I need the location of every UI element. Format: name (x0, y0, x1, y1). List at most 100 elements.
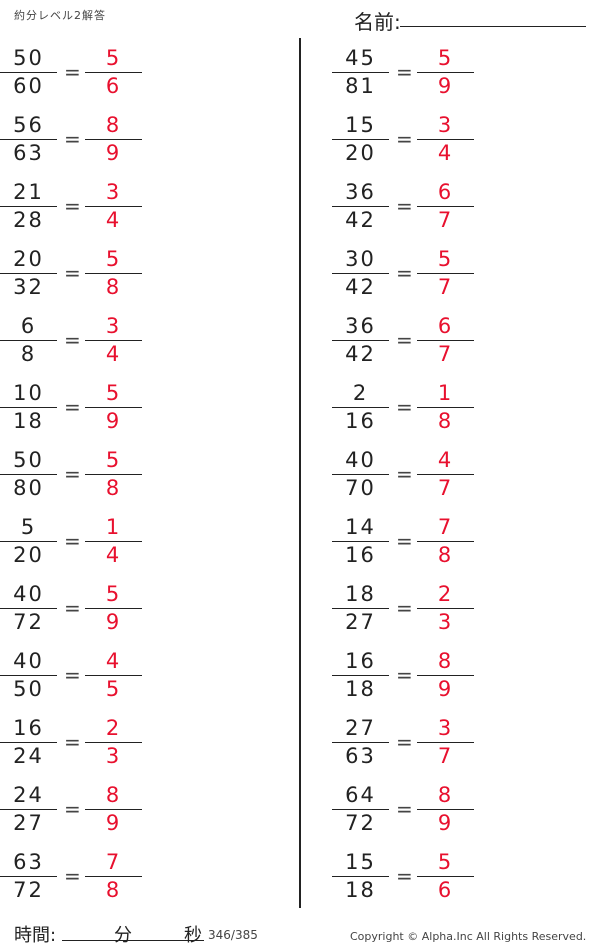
numerator: 24 (13, 783, 44, 807)
problem-item: 63 72 = 7 8 (0, 850, 150, 910)
equals-sign: = (396, 864, 413, 888)
minutes-label: 分 (114, 925, 132, 946)
denominator: 18 (13, 409, 44, 433)
equals-sign: = (396, 663, 413, 687)
answer-numerator: 4 (437, 448, 454, 472)
question-fraction: 56 63 (0, 113, 57, 173)
answer-denominator: 9 (105, 811, 122, 835)
denominator: 42 (345, 275, 376, 299)
numerator: 14 (345, 515, 376, 539)
equals-sign: = (64, 529, 81, 553)
problem-item: 50 80 = 5 8 (0, 448, 150, 508)
equals-sign: = (396, 730, 413, 754)
question-fraction: 16 24 (0, 716, 57, 776)
answer-numerator: 5 (437, 247, 454, 271)
answer-denominator: 9 (105, 610, 122, 634)
answer-numerator: 5 (105, 448, 122, 472)
seconds-label: 秒 (184, 925, 202, 946)
fraction-bar (332, 206, 389, 207)
problem-item: 16 24 = 2 3 (0, 716, 150, 776)
numerator: 40 (13, 649, 44, 673)
fraction-bar (0, 742, 57, 743)
numerator: 64 (345, 783, 376, 807)
equals-sign: = (396, 529, 413, 553)
fraction-bar (417, 340, 474, 341)
equals-sign: = (64, 663, 81, 687)
equals-sign: = (396, 462, 413, 486)
numerator: 40 (345, 448, 376, 472)
fraction-bar (85, 340, 142, 341)
answer-numerator: 5 (105, 46, 122, 70)
fraction-bar (0, 608, 57, 609)
answer-numerator: 8 (105, 783, 122, 807)
equals-sign: = (396, 127, 413, 151)
answer-denominator: 5 (105, 677, 122, 701)
denominator: 42 (345, 342, 376, 366)
answer-numerator: 2 (437, 582, 454, 606)
fraction-bar (0, 675, 57, 676)
denominator: 72 (13, 878, 44, 902)
problem-item: 40 70 = 4 7 (332, 448, 482, 508)
denominator: 80 (13, 476, 44, 500)
name-label: 名前: (354, 10, 401, 34)
answer-numerator: 5 (437, 46, 454, 70)
name-field[interactable] (400, 26, 586, 27)
question-fraction: 15 18 (332, 850, 389, 910)
fraction-bar (332, 72, 389, 73)
denominator: 42 (345, 208, 376, 232)
answer-numerator: 1 (105, 515, 122, 539)
equals-sign: = (396, 797, 413, 821)
numerator: 40 (13, 582, 44, 606)
equals-sign: = (64, 328, 81, 352)
question-fraction: 15 20 (332, 113, 389, 173)
answer-denominator: 9 (105, 409, 122, 433)
answer-denominator: 9 (437, 677, 454, 701)
answer-denominator: 7 (437, 342, 454, 366)
denominator: 63 (13, 141, 44, 165)
answer-numerator: 8 (437, 649, 454, 673)
fraction-bar (85, 407, 142, 408)
copyright: Copyright © Alpha.Inc All Rights Reserve… (350, 930, 587, 943)
fraction-bar (332, 809, 389, 810)
answer-numerator: 6 (437, 180, 454, 204)
problem-item: 30 42 = 5 7 (332, 247, 482, 307)
answer-denominator: 3 (105, 744, 122, 768)
fraction-bar (417, 139, 474, 140)
equals-sign: = (64, 797, 81, 821)
equals-sign: = (64, 730, 81, 754)
answer-denominator: 4 (105, 543, 122, 567)
answer-denominator: 4 (105, 208, 122, 232)
fraction-bar (0, 139, 57, 140)
problem-item: 2 16 = 1 8 (332, 381, 482, 441)
answer-numerator: 3 (437, 113, 454, 137)
fraction-bar (85, 608, 142, 609)
numerator: 2 (352, 381, 369, 405)
problem-item: 36 42 = 6 7 (332, 314, 482, 374)
denominator: 27 (345, 610, 376, 634)
problem-item: 24 27 = 8 9 (0, 783, 150, 843)
fraction-bar (417, 541, 474, 542)
question-fraction: 5 20 (0, 515, 57, 575)
answer-numerator: 2 (105, 716, 122, 740)
problem-item: 56 63 = 8 9 (0, 113, 150, 173)
question-fraction: 24 27 (0, 783, 57, 843)
denominator: 72 (13, 610, 44, 634)
answer-denominator: 8 (437, 409, 454, 433)
fraction-bar (0, 273, 57, 274)
problem-item: 40 50 = 4 5 (0, 649, 150, 709)
fraction-bar (85, 541, 142, 542)
numerator: 15 (345, 850, 376, 874)
denominator: 16 (345, 543, 376, 567)
denominator: 18 (345, 677, 376, 701)
answer-denominator: 7 (437, 476, 454, 500)
time-field[interactable] (62, 940, 204, 941)
